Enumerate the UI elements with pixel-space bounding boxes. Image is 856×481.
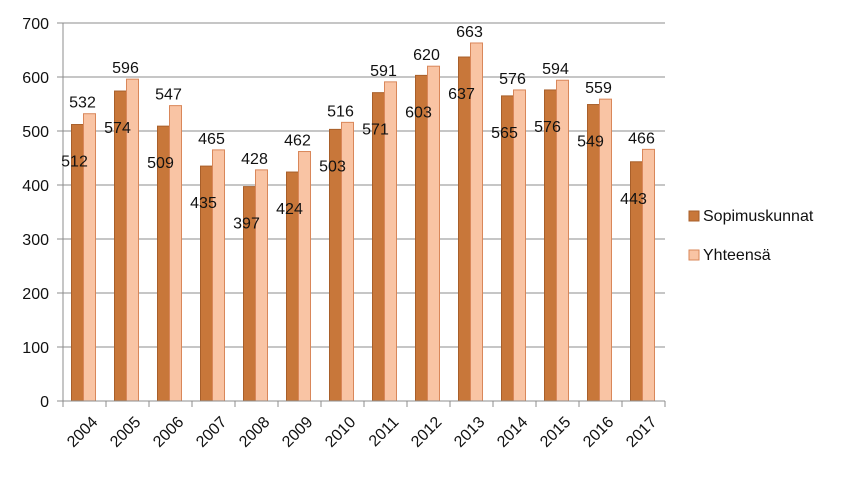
data-label-sopimuskunnat-2012: 603 [405, 104, 432, 121]
data-label-yhteensa-2004: 532 [69, 95, 96, 112]
data-label-sopimuskunnat-2015: 576 [534, 119, 561, 136]
data-label-yhteensa-2008: 428 [241, 151, 268, 168]
y-tick-label: 400 [22, 178, 49, 195]
x-tick-label: 2013 [451, 414, 488, 451]
data-label-yhteensa-2015: 594 [542, 61, 569, 78]
bar-yhteensa-2006 [169, 105, 182, 402]
data-label-sopimuskunnat-2004: 512 [61, 154, 88, 171]
x-tick-label: 2011 [366, 414, 402, 450]
x-tick-label: 2012 [408, 414, 445, 451]
data-label-yhteensa-2017: 466 [628, 130, 655, 147]
data-label-yhteensa-2010: 516 [327, 103, 354, 120]
data-label-yhteensa-2007: 465 [198, 131, 225, 148]
bar-yhteensa-2017 [642, 148, 655, 402]
x-tick-label: 2014 [494, 414, 531, 451]
data-label-sopimuskunnat-2013: 637 [448, 86, 475, 103]
data-label-sopimuskunnat-2010: 503 [319, 158, 346, 175]
y-tick-label: 100 [22, 340, 49, 357]
y-tick-label: 500 [22, 124, 49, 141]
x-tick-label: 2015 [537, 414, 574, 451]
data-label-yhteensa-2005: 596 [112, 60, 139, 77]
x-tick-label: 2004 [64, 414, 101, 451]
x-tick-label: 2008 [236, 414, 273, 451]
data-label-yhteensa-2016: 559 [585, 80, 612, 97]
y-tick-label: 600 [22, 70, 49, 87]
y-tick-label: 200 [22, 286, 49, 303]
legend-swatch-sopimuskunnat [688, 210, 700, 222]
bar-yhteensa-2008 [255, 169, 268, 402]
x-tick-label: 2009 [279, 414, 316, 451]
y-tick-label: 700 [22, 16, 49, 33]
bars [71, 42, 655, 402]
x-tick-label: 2005 [107, 414, 144, 451]
data-label-yhteensa-2012: 620 [413, 47, 440, 64]
data-label-yhteensa-2013: 663 [456, 24, 483, 41]
data-label-sopimuskunnat-2017: 443 [620, 191, 647, 208]
data-label-sopimuskunnat-2016: 549 [577, 134, 604, 151]
legend-label-sopimuskunnat: Sopimuskunnat [703, 208, 814, 225]
bar-sopimuskunnat-2012 [415, 74, 428, 402]
data-label-sopimuskunnat-2006: 509 [147, 155, 174, 172]
bar-sopimuskunnat-2005 [114, 90, 127, 402]
x-tick-label: 2016 [580, 414, 617, 451]
x-tick-label: 2017 [623, 414, 660, 451]
x-tick-label: 2007 [193, 414, 230, 451]
gridlines [63, 22, 665, 348]
legend: Sopimuskunnat Yhteensä [688, 208, 814, 264]
data-label-sopimuskunnat-2005: 574 [104, 120, 131, 137]
x-tick-label: 2006 [150, 414, 187, 451]
data-label-sopimuskunnat-2009: 424 [276, 201, 303, 218]
data-labels: 512 574 509 435 397 424 503 571 603 637 565 576 549 4… [61, 24, 655, 233]
legend-label-yhteensa: Yhteensä [703, 247, 771, 264]
bar-yhteensa-2007 [212, 149, 225, 402]
data-label-sopimuskunnat-2011: 571 [362, 122, 389, 139]
bar-yhteensa-2009 [298, 151, 311, 402]
bar-sopimuskunnat-2013 [458, 56, 471, 402]
legend-swatch-yhteensa [688, 249, 700, 261]
bar-sopimuskunnat-2015 [544, 89, 557, 402]
data-label-sopimuskunnat-2014: 565 [491, 125, 518, 142]
y-tick-label: 0 [40, 394, 49, 411]
bar-sopimuskunnat-2011 [372, 92, 385, 402]
data-label-yhteensa-2014: 576 [499, 71, 526, 88]
data-label-yhteensa-2009: 462 [284, 133, 311, 150]
x-tick-label: 2010 [322, 414, 359, 451]
y-tick-label: 300 [22, 232, 49, 249]
data-label-yhteensa-2011: 591 [370, 63, 397, 80]
data-label-sopimuskunnat-2007: 435 [190, 195, 217, 212]
data-label-yhteensa-2006: 547 [155, 87, 182, 104]
data-label-sopimuskunnat-2008: 397 [233, 216, 260, 233]
